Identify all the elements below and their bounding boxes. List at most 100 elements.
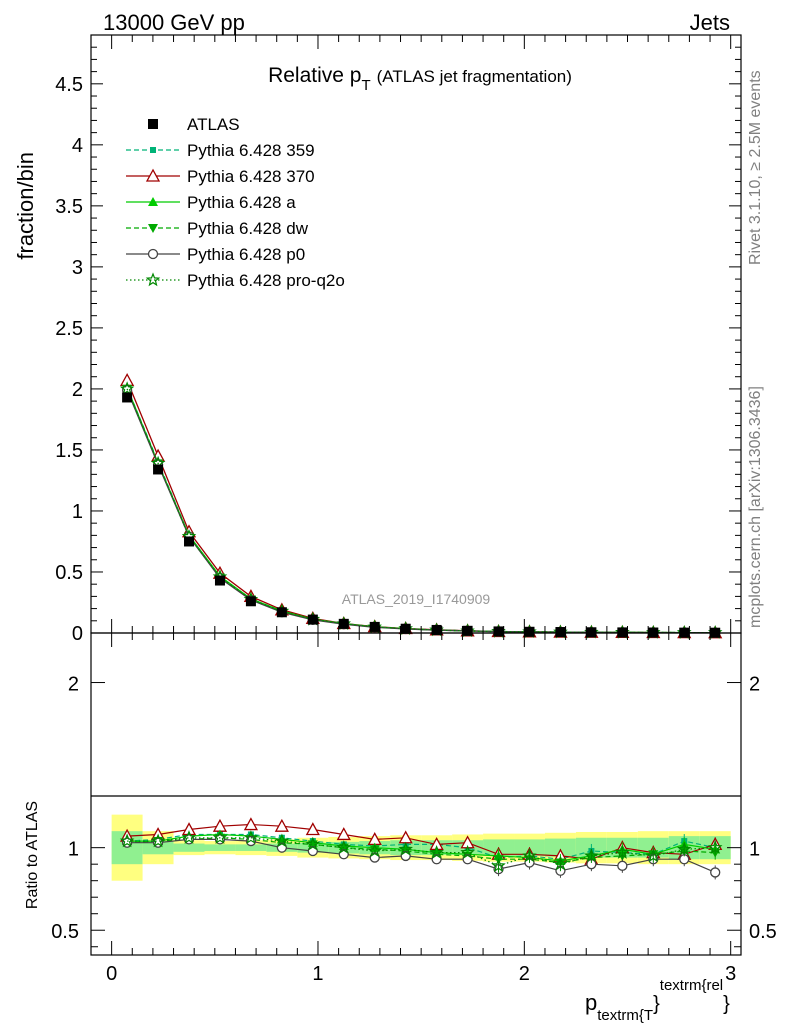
x-tick-label: 1	[312, 963, 323, 985]
data-point	[305, 836, 321, 851]
y-tick-label: 3.5	[55, 196, 83, 218]
data-point	[305, 822, 320, 836]
data-point	[369, 845, 380, 855]
uncertainty-band-inner	[544, 838, 576, 857]
data-point	[462, 625, 473, 636]
legend-entry: ATLAS	[148, 115, 240, 134]
data-point	[338, 618, 349, 629]
series-line	[127, 823, 716, 860]
data-point	[119, 833, 135, 848]
data-point	[274, 833, 290, 848]
data-point	[214, 575, 225, 586]
mcplots-label: mcplots.cern.ch [arXiv:1306.3436]	[747, 386, 764, 628]
data-point	[586, 627, 597, 638]
y-tick-label: 4	[72, 135, 83, 157]
series-line	[127, 838, 716, 873]
y-tick-label-right: 1	[749, 839, 760, 861]
uncertainty-band-inner	[235, 844, 267, 851]
legend-label: Pythia 6.428 pro-q2o	[187, 271, 345, 290]
legend-entry: Pythia 6.428 pro-q2o	[126, 271, 345, 290]
data-point	[400, 623, 411, 634]
y-tick-label: 4.5	[55, 74, 83, 96]
data-point	[429, 844, 444, 859]
data-point	[276, 607, 287, 618]
data-point	[398, 841, 413, 856]
series-line	[127, 837, 716, 864]
legend-label: Pythia 6.428 p0	[187, 245, 305, 264]
data-point	[367, 843, 382, 858]
legend-label: Pythia 6.428 dw	[187, 219, 309, 238]
data-point	[617, 860, 628, 871]
legend-label: Pythia 6.428 a	[187, 193, 296, 212]
data-point	[646, 848, 661, 863]
data-point	[307, 614, 318, 625]
data-point	[212, 830, 228, 844]
x-tick-label: 3	[725, 963, 736, 985]
legend-label: Pythia 6.428 370	[187, 167, 315, 186]
y-tick-label-right: 0.5	[749, 921, 777, 943]
ratio-panel: 0.5 0.5 1 1 2 2 0 1 2 3 Ratio to ATLAS ptextrm{T}…	[24, 632, 777, 1024]
data-point	[336, 840, 352, 854]
data-point	[243, 830, 259, 844]
y-tick-label: 2	[72, 379, 83, 401]
data-point	[431, 624, 442, 635]
legend-marker	[148, 197, 158, 206]
ratio-frame	[90, 632, 742, 956]
ratio-ylabel: Ratio to ATLAS	[24, 801, 41, 909]
data-point	[491, 858, 506, 873]
legend: ATLAS Pythia 6.428 359 Pythia 6.428 370 Pyt…	[126, 115, 345, 290]
x-axis-label: ptextrm{T}textrm{rel}	[585, 977, 730, 1024]
legend-entry: Pythia 6.428 a	[126, 193, 296, 212]
legend-marker	[150, 147, 156, 153]
data-point	[707, 840, 723, 854]
y-tick-label: 1.5	[55, 440, 83, 462]
data-point	[245, 596, 256, 607]
legend-entry: Pythia 6.428 370	[126, 167, 315, 186]
legend-label: Pythia 6.428 359	[187, 141, 315, 160]
y-tick-label: 1	[68, 839, 79, 861]
main-ylabel: fraction/bin	[13, 152, 38, 260]
uncertainty-band-inner	[173, 843, 205, 852]
data-point	[460, 844, 475, 859]
legend-label: ATLAS	[187, 115, 240, 134]
data-point	[369, 621, 380, 632]
series-line	[126, 388, 716, 634]
data-point	[181, 830, 197, 844]
data-point	[584, 848, 599, 863]
main-title: Relative pT (ATLAS jet fragmentation)	[268, 64, 572, 94]
data-point	[122, 392, 133, 403]
x-tick-label: 2	[519, 963, 530, 985]
data-point	[119, 381, 135, 396]
data-point	[615, 844, 630, 859]
data-point	[336, 827, 351, 841]
analysis-label: ATLAS_2019_I1740909	[342, 591, 491, 607]
legend-marker	[148, 119, 158, 129]
y-tick-label: 0.5	[51, 921, 79, 943]
legend-marker	[145, 168, 161, 182]
data-point	[553, 856, 568, 871]
data-point	[243, 817, 259, 831]
data-point	[153, 464, 164, 475]
data-point	[617, 627, 628, 638]
legend-entry: Pythia 6.428 359	[126, 141, 315, 160]
legend-marker	[148, 224, 158, 233]
x-tick-label: 0	[106, 963, 117, 985]
y-tick-label: 2	[68, 674, 79, 696]
rivet-label: Rivet 3.1.10, ≥ 2.5M events	[747, 70, 764, 265]
data-point	[555, 627, 566, 638]
data-point	[522, 848, 537, 863]
y-tick-label: 2.5	[55, 318, 83, 340]
header-right: Jets	[690, 10, 730, 35]
header-left: 13000 GeV pp	[103, 10, 245, 35]
data-point	[184, 536, 195, 547]
ratio-series-pythia-6-428-pro-q2o	[119, 830, 723, 873]
data-point	[274, 818, 289, 832]
legend-entry: Pythia 6.428 dw	[126, 219, 309, 238]
y-tick-label: 3	[72, 257, 83, 279]
data-point	[524, 626, 535, 637]
legend-entry: Pythia 6.428 p0	[126, 245, 305, 264]
main-panel: 0 0.5 1 1.5 2 2.5 3 3.5 4 4.5 Relative pT (ATLAS j…	[13, 34, 742, 645]
legend-marker	[147, 248, 159, 260]
y-tick-label: 1	[72, 501, 83, 523]
